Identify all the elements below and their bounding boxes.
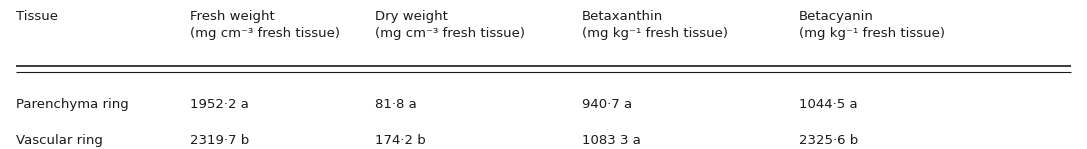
Text: Betacyanin
(mg kg⁻¹ fresh tissue): Betacyanin (mg kg⁻¹ fresh tissue) — [799, 10, 945, 40]
Text: Tissue: Tissue — [16, 10, 59, 23]
Text: 1083 3 a: 1083 3 a — [582, 134, 640, 147]
Text: 2319·7 b: 2319·7 b — [190, 134, 250, 147]
Text: Dry weight
(mg cm⁻³ fresh tissue): Dry weight (mg cm⁻³ fresh tissue) — [375, 10, 525, 40]
Text: 174·2 b: 174·2 b — [375, 134, 426, 147]
Text: 1044·5 a: 1044·5 a — [799, 98, 858, 111]
Text: Vascular ring: Vascular ring — [16, 134, 103, 147]
Text: 2325·6 b: 2325·6 b — [799, 134, 859, 147]
Text: 81·8 a: 81·8 a — [375, 98, 416, 111]
Text: Fresh weight
(mg cm⁻³ fresh tissue): Fresh weight (mg cm⁻³ fresh tissue) — [190, 10, 340, 40]
Text: Parenchyma ring: Parenchyma ring — [16, 98, 129, 111]
Text: 1952·2 a: 1952·2 a — [190, 98, 249, 111]
Text: 940·7 a: 940·7 a — [582, 98, 632, 111]
Text: Betaxanthin
(mg kg⁻¹ fresh tissue): Betaxanthin (mg kg⁻¹ fresh tissue) — [582, 10, 727, 40]
